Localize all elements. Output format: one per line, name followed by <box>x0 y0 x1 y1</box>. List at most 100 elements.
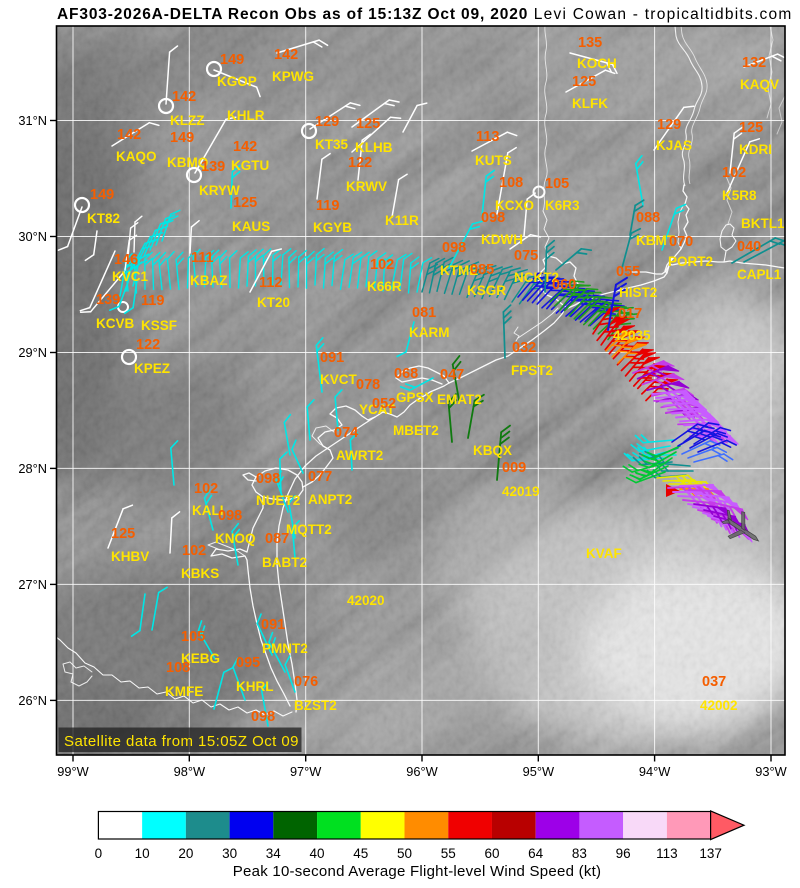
svg-text:29°N: 29°N <box>18 345 47 360</box>
svg-text:FPST2: FPST2 <box>511 363 553 378</box>
svg-text:142: 142 <box>274 47 298 63</box>
svg-text:KHRL: KHRL <box>236 679 274 694</box>
svg-text:KALI: KALI <box>192 503 224 518</box>
svg-text:142: 142 <box>172 89 196 105</box>
svg-text:060: 060 <box>552 277 576 293</box>
svg-text:98°W: 98°W <box>174 764 206 779</box>
svg-text:098: 098 <box>218 508 242 524</box>
svg-text:KCXO: KCXO <box>495 198 534 213</box>
svg-text:KDWH: KDWH <box>481 232 523 247</box>
svg-text:HIST2: HIST2 <box>619 285 657 300</box>
svg-text:EMAT2: EMAT2 <box>437 392 482 407</box>
svg-text:83: 83 <box>572 846 587 861</box>
svg-text:K6R3: K6R3 <box>545 198 580 213</box>
svg-text:098: 098 <box>256 471 280 487</box>
svg-text:113: 113 <box>656 846 678 861</box>
svg-text:30°N: 30°N <box>18 229 47 244</box>
svg-text:125: 125 <box>111 526 135 542</box>
svg-text:99°W: 99°W <box>57 764 89 779</box>
svg-text:KRYW: KRYW <box>199 183 240 198</box>
svg-text:139: 139 <box>96 292 120 308</box>
svg-text:30: 30 <box>222 846 237 861</box>
svg-text:KVAF: KVAF <box>586 546 622 561</box>
svg-text:42019: 42019 <box>502 484 540 499</box>
svg-text:BABT2: BABT2 <box>262 555 307 570</box>
svg-text:K11R: K11R <box>385 213 419 228</box>
svg-text:GPSX: GPSX <box>396 390 434 405</box>
svg-text:20: 20 <box>178 846 193 861</box>
svg-text:KARM: KARM <box>409 325 450 340</box>
svg-text:MQTT2: MQTT2 <box>286 522 332 537</box>
svg-text:KGYB: KGYB <box>313 220 352 235</box>
svg-text:KPWG: KPWG <box>272 69 314 84</box>
svg-text:CAPL1: CAPL1 <box>737 267 782 282</box>
svg-text:26°N: 26°N <box>18 693 47 708</box>
svg-text:119: 119 <box>316 198 339 214</box>
svg-text:119: 119 <box>141 293 164 309</box>
svg-text:KDRI: KDRI <box>739 142 772 157</box>
svg-text:KEBG: KEBG <box>181 651 220 666</box>
svg-text:KOCH: KOCH <box>577 56 617 71</box>
svg-text:108: 108 <box>499 175 523 191</box>
svg-text:KAUS: KAUS <box>232 219 270 234</box>
svg-text:Peak 10-second Average Flight-: Peak 10-second Average Flight-level Wind… <box>233 863 602 880</box>
svg-text:105: 105 <box>181 629 205 645</box>
svg-text:125: 125 <box>356 116 380 132</box>
svg-text:K5R8: K5R8 <box>722 188 757 203</box>
svg-text:055: 055 <box>616 264 640 280</box>
svg-text:45: 45 <box>353 846 368 861</box>
svg-text:KUTS: KUTS <box>475 153 512 168</box>
svg-text:125: 125 <box>572 74 596 90</box>
svg-text:YCAT: YCAT <box>359 402 396 417</box>
svg-text:129: 129 <box>315 114 339 130</box>
svg-text:113: 113 <box>476 129 499 145</box>
svg-text:KGOP: KGOP <box>217 74 257 89</box>
svg-text:KHBV: KHBV <box>111 549 149 564</box>
svg-text:137: 137 <box>699 846 722 861</box>
svg-text:040: 040 <box>737 239 761 255</box>
svg-text:111: 111 <box>191 250 214 266</box>
svg-text:KLFK: KLFK <box>572 96 608 111</box>
svg-text:085: 085 <box>470 262 494 278</box>
svg-text:Satellite data from 15:05Z Oct: Satellite data from 15:05Z Oct 09 <box>64 733 299 750</box>
svg-text:42035: 42035 <box>613 328 651 343</box>
svg-text:31°N: 31°N <box>18 113 47 128</box>
svg-text:132: 132 <box>742 55 766 71</box>
svg-text:95°W: 95°W <box>523 764 555 779</box>
svg-text:KRWV: KRWV <box>346 179 387 194</box>
svg-text:125: 125 <box>233 195 257 211</box>
svg-text:KNOQ: KNOQ <box>215 531 256 546</box>
svg-text:102: 102 <box>194 481 218 497</box>
svg-text:098: 098 <box>442 240 466 256</box>
svg-text:032: 032 <box>512 340 536 356</box>
svg-text:112: 112 <box>259 275 282 291</box>
svg-text:KBAZ: KBAZ <box>190 273 228 288</box>
svg-text:037: 037 <box>702 674 726 690</box>
svg-text:075: 075 <box>514 248 538 264</box>
svg-text:27°N: 27°N <box>18 577 47 592</box>
svg-text:42020: 42020 <box>347 593 385 608</box>
svg-text:60: 60 <box>484 846 499 861</box>
svg-text:42002: 42002 <box>700 698 738 713</box>
svg-text:55: 55 <box>441 846 456 861</box>
svg-text:102: 102 <box>370 257 394 273</box>
svg-text:087: 087 <box>265 531 289 547</box>
svg-text:50: 50 <box>397 846 412 861</box>
svg-text:125: 125 <box>739 120 763 136</box>
svg-text:068: 068 <box>394 366 418 382</box>
svg-text:078: 078 <box>356 377 380 393</box>
svg-text:149: 149 <box>170 130 194 146</box>
svg-text:070: 070 <box>669 234 693 250</box>
svg-text:NCKT2: NCKT2 <box>514 270 559 285</box>
svg-text:KLHB: KLHB <box>355 140 393 155</box>
svg-text:PMNT2: PMNT2 <box>262 641 308 656</box>
svg-text:077: 077 <box>308 469 332 485</box>
svg-text:102: 102 <box>722 165 746 181</box>
svg-text:BZST2: BZST2 <box>294 698 337 713</box>
svg-text:142: 142 <box>117 127 141 143</box>
svg-text:94°W: 94°W <box>639 764 671 779</box>
svg-text:10: 10 <box>135 846 150 861</box>
svg-text:KT35: KT35 <box>315 137 349 152</box>
svg-text:AWRT2: AWRT2 <box>336 448 383 463</box>
svg-text:K66R: K66R <box>367 279 402 294</box>
